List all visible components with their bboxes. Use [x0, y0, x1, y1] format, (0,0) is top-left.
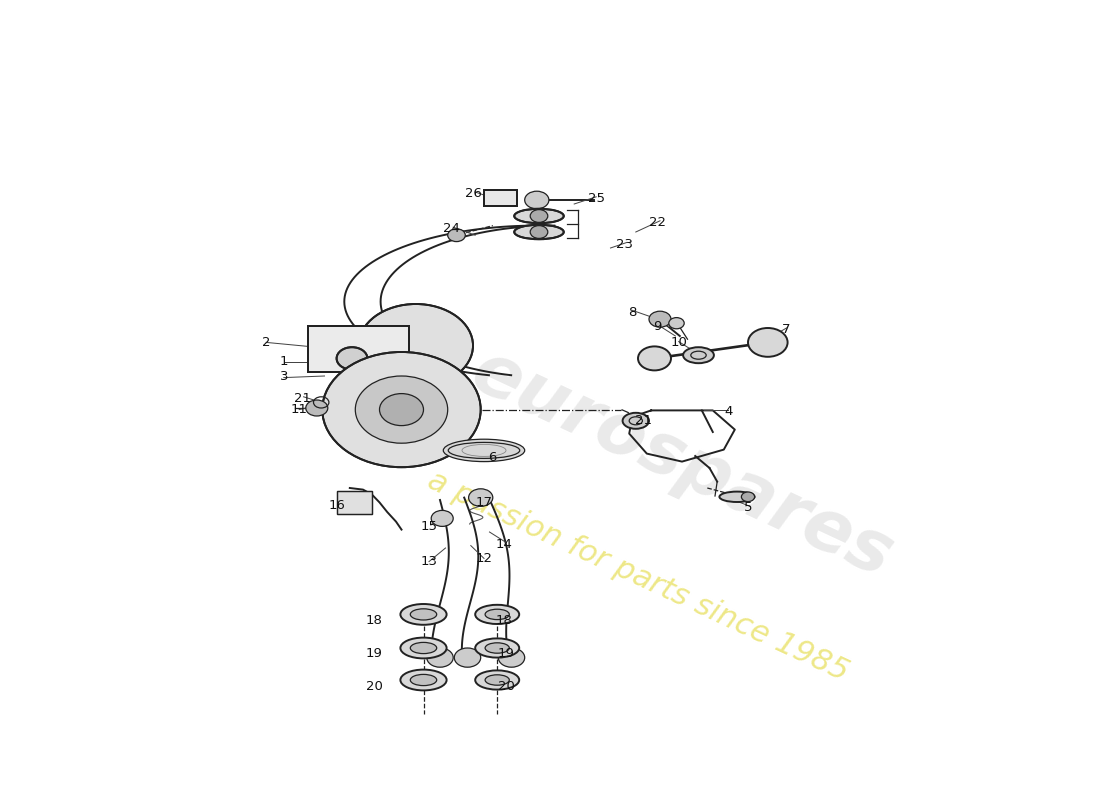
Ellipse shape: [410, 609, 437, 620]
Circle shape: [306, 400, 328, 416]
Ellipse shape: [475, 638, 519, 658]
Text: 14: 14: [495, 538, 513, 550]
Ellipse shape: [515, 209, 563, 223]
Circle shape: [427, 648, 453, 667]
Circle shape: [649, 311, 671, 327]
Text: 12: 12: [475, 552, 493, 565]
Text: 6: 6: [488, 451, 497, 464]
Text: 2: 2: [262, 336, 271, 349]
Text: 18: 18: [495, 614, 513, 626]
Circle shape: [469, 489, 493, 506]
Text: 16: 16: [328, 499, 345, 512]
Text: 19: 19: [497, 647, 515, 660]
Text: 7: 7: [782, 323, 791, 336]
Circle shape: [669, 318, 684, 329]
Ellipse shape: [400, 670, 447, 690]
Text: 26: 26: [464, 187, 482, 200]
Text: 25: 25: [587, 192, 605, 205]
Circle shape: [748, 328, 788, 357]
Ellipse shape: [485, 643, 509, 653]
Text: eurospares: eurospares: [461, 336, 903, 592]
Text: 24: 24: [442, 222, 460, 235]
Circle shape: [741, 492, 755, 502]
Text: 1: 1: [279, 355, 288, 368]
Text: 15: 15: [420, 520, 438, 533]
Ellipse shape: [683, 347, 714, 363]
Circle shape: [448, 229, 465, 242]
Text: 4: 4: [724, 405, 733, 418]
Text: 11: 11: [290, 403, 308, 416]
Text: 20: 20: [365, 680, 383, 693]
Ellipse shape: [443, 439, 525, 462]
Ellipse shape: [485, 610, 509, 619]
Ellipse shape: [475, 670, 519, 690]
Text: 8: 8: [628, 306, 637, 318]
Circle shape: [359, 304, 473, 387]
Text: 23: 23: [616, 238, 634, 250]
Bar: [308, 326, 409, 372]
Text: 21: 21: [635, 414, 652, 426]
Text: 13: 13: [420, 555, 438, 568]
Text: 21: 21: [294, 392, 311, 405]
Ellipse shape: [475, 605, 519, 624]
Text: 3: 3: [279, 370, 288, 382]
Bar: [337, 491, 372, 514]
Circle shape: [337, 347, 367, 370]
Circle shape: [322, 352, 481, 467]
Circle shape: [498, 648, 525, 667]
Text: 19: 19: [365, 647, 383, 660]
Circle shape: [379, 394, 424, 426]
Circle shape: [454, 648, 481, 667]
Circle shape: [355, 376, 448, 443]
Text: 17: 17: [475, 496, 493, 509]
Ellipse shape: [410, 642, 437, 654]
Ellipse shape: [515, 225, 563, 239]
Circle shape: [530, 210, 548, 222]
Ellipse shape: [400, 604, 447, 625]
Text: a passion for parts since 1985: a passion for parts since 1985: [424, 466, 852, 686]
Ellipse shape: [719, 491, 755, 502]
Ellipse shape: [623, 413, 649, 429]
Text: 9: 9: [653, 320, 662, 333]
Text: 10: 10: [670, 336, 688, 349]
Circle shape: [638, 346, 671, 370]
Text: 22: 22: [649, 216, 667, 229]
Circle shape: [530, 226, 548, 238]
Ellipse shape: [410, 674, 437, 686]
Ellipse shape: [485, 675, 509, 685]
Bar: [337, 491, 372, 514]
Text: 18: 18: [365, 614, 383, 626]
Circle shape: [525, 191, 549, 209]
Ellipse shape: [400, 638, 447, 658]
Bar: [484, 190, 517, 206]
Text: 20: 20: [497, 680, 515, 693]
Circle shape: [431, 510, 453, 526]
Bar: [484, 190, 517, 206]
Bar: [308, 326, 409, 372]
Text: 5: 5: [744, 501, 752, 514]
